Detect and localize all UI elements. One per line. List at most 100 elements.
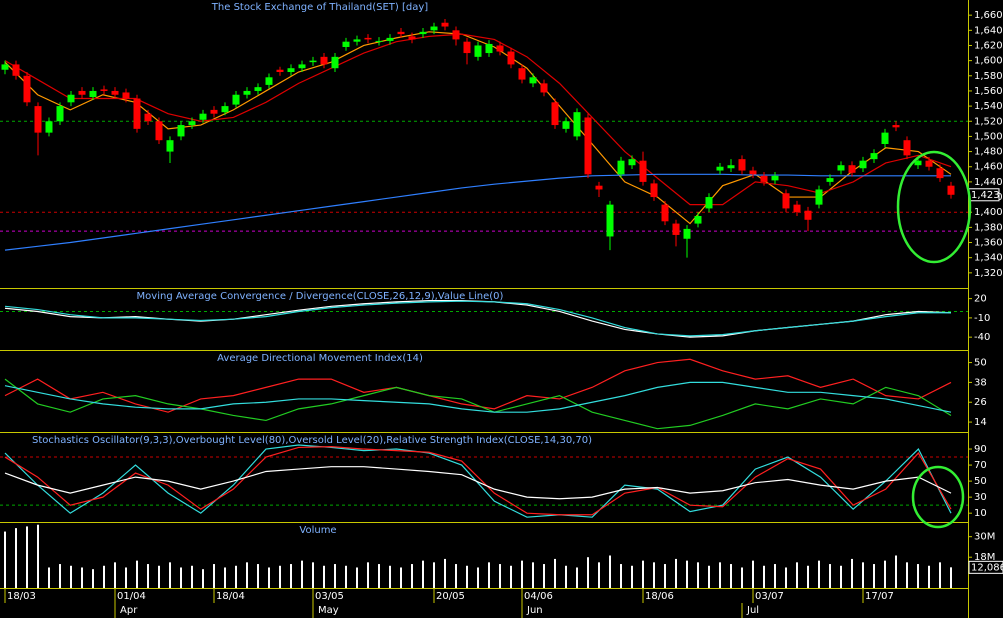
volume-bar bbox=[136, 560, 138, 588]
y-tick-label: 1,360 bbox=[974, 238, 1003, 249]
y-tick-label: 1,400 bbox=[974, 207, 1003, 218]
candle-body bbox=[166, 140, 174, 152]
volume-bar bbox=[455, 564, 457, 588]
candle-body bbox=[56, 106, 64, 122]
volume-bar bbox=[235, 565, 237, 588]
candle-body bbox=[716, 166, 724, 171]
volume-bar bbox=[15, 528, 17, 588]
candle-body bbox=[298, 64, 306, 69]
volume-bar bbox=[598, 562, 600, 588]
candle-body bbox=[595, 185, 603, 190]
x-tick-label: 17/07 bbox=[865, 591, 894, 602]
y-tick-label: 1,500 bbox=[974, 131, 1003, 142]
volume-bar bbox=[345, 565, 347, 588]
candle-body bbox=[837, 165, 845, 171]
volume-bar bbox=[444, 558, 446, 588]
candle-body bbox=[529, 77, 537, 84]
x-tick-label: 20/05 bbox=[436, 591, 465, 602]
y-tick-label: 18M bbox=[974, 552, 995, 563]
x-tick-label: 03/05 bbox=[315, 591, 344, 602]
candle-body bbox=[210, 109, 218, 114]
volume-bar bbox=[378, 564, 380, 588]
volume-bar bbox=[92, 569, 94, 588]
candle-body bbox=[386, 37, 394, 41]
candle-body bbox=[100, 89, 108, 91]
volume-bar bbox=[59, 564, 61, 588]
indicator-line bbox=[4, 378, 952, 430]
volume-bar bbox=[565, 565, 567, 588]
last-volume-label: 12,086, bbox=[971, 562, 1003, 573]
volume-bar bbox=[488, 562, 490, 588]
candle-body bbox=[617, 160, 625, 175]
candle-body bbox=[276, 69, 284, 72]
candle-body bbox=[496, 45, 504, 52]
indicator-line bbox=[4, 173, 951, 251]
y-tick-label: 30 bbox=[974, 492, 987, 503]
volume-bar bbox=[664, 564, 666, 588]
volume-bar bbox=[829, 564, 831, 588]
candle-body bbox=[397, 31, 405, 35]
volume-bar bbox=[213, 564, 215, 588]
volume-bar bbox=[587, 557, 589, 588]
y-tick-label: 1,640 bbox=[974, 25, 1003, 36]
volume-bar bbox=[400, 567, 402, 588]
candle-body bbox=[892, 125, 900, 128]
volume-bar bbox=[356, 567, 358, 588]
volume-bar bbox=[862, 562, 864, 588]
candle-body bbox=[67, 94, 75, 103]
volume-bar bbox=[807, 565, 809, 588]
volume-bar bbox=[389, 565, 391, 588]
candle-body bbox=[430, 26, 438, 31]
candle-body bbox=[364, 37, 372, 40]
y-tick-label: 38 bbox=[974, 377, 987, 388]
plot-area: 1,3201,3401,3601,3801,4001,4201,4401,460… bbox=[0, 10, 1003, 618]
volume-bar bbox=[180, 567, 182, 588]
candle-body bbox=[1, 64, 9, 70]
volume-bar bbox=[367, 562, 369, 588]
y-tick-label: 10 bbox=[974, 508, 987, 519]
candle-body bbox=[518, 68, 526, 80]
volume-bar bbox=[785, 567, 787, 588]
volume-bar bbox=[499, 564, 501, 588]
candle-body bbox=[375, 40, 383, 42]
candle-body bbox=[551, 102, 559, 126]
volume-bar bbox=[686, 560, 688, 588]
volume-bar bbox=[609, 555, 611, 588]
volume-bar bbox=[543, 564, 545, 588]
candle-body bbox=[705, 197, 713, 209]
volume-bar bbox=[818, 560, 820, 588]
candle-body bbox=[947, 185, 955, 195]
candle-body bbox=[650, 183, 658, 198]
y-tick-label: 1,620 bbox=[974, 40, 1003, 51]
candle-body bbox=[507, 51, 515, 65]
volume-bar bbox=[906, 562, 908, 588]
candle-body bbox=[870, 153, 878, 160]
volume-bar bbox=[257, 564, 259, 588]
y-tick-label: 1,600 bbox=[974, 56, 1003, 67]
candle-body bbox=[881, 132, 889, 144]
candle-body bbox=[45, 121, 53, 133]
volume-bar bbox=[708, 565, 710, 588]
candle-body bbox=[254, 87, 262, 91]
annotation-circle bbox=[911, 465, 965, 529]
volume-bar bbox=[763, 565, 765, 588]
indicator-line bbox=[4, 300, 951, 337]
candle-body bbox=[804, 210, 812, 220]
volume-bar bbox=[312, 562, 314, 588]
volume-bar bbox=[26, 526, 28, 588]
volume-bar bbox=[411, 564, 413, 588]
candle-body bbox=[661, 204, 669, 222]
candle-body bbox=[34, 106, 42, 133]
month-label: Jul bbox=[746, 605, 759, 616]
volume-bar bbox=[917, 564, 919, 588]
volume-bar bbox=[719, 562, 721, 588]
candle-body bbox=[23, 75, 31, 103]
volume-bar bbox=[81, 567, 83, 588]
y-tick-label: 1,320 bbox=[974, 268, 1003, 279]
candle-body bbox=[771, 175, 779, 181]
candle-body bbox=[199, 113, 207, 120]
chart-title: The Stock Exchange of Thailand(SET) [day… bbox=[211, 2, 428, 13]
volume-bar bbox=[928, 565, 930, 588]
y-tick-label: 70 bbox=[974, 460, 987, 471]
